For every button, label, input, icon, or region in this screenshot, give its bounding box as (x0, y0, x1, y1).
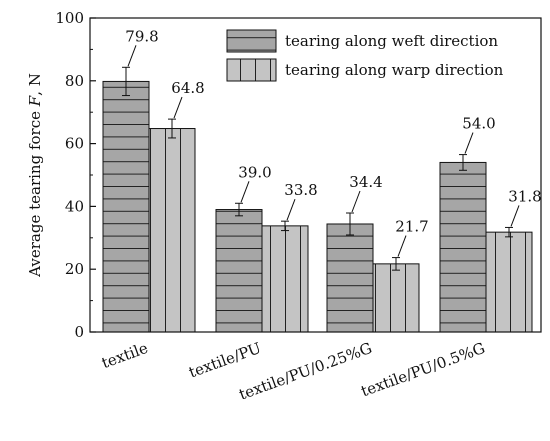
data-label-warp-2: 21.7 (395, 218, 428, 236)
x-axis-categories: textile textile/PUtextile/PU/0.25%Gtextil… (99, 339, 487, 404)
y-tick-label: 80 (65, 72, 84, 90)
data-label-warp-1: 33.8 (284, 181, 317, 199)
error-bar-warp-3 (505, 226, 513, 238)
bars-layer (102, 80, 533, 333)
label-leader-weft-3 (464, 132, 474, 154)
label-leaders-layer (127, 45, 520, 257)
error-bar-weft-1 (235, 202, 243, 217)
y-tick-label: 20 (65, 260, 84, 278)
label-leader-weft-2 (351, 190, 361, 213)
data-label-weft-2: 34.4 (349, 173, 382, 191)
error-bar-weft-0 (122, 66, 130, 97)
legend-label-weft: tearing along weft direction (285, 32, 498, 50)
y-axis-label-main: Average tearing force (26, 106, 44, 278)
y-tick-label: 60 (65, 135, 84, 153)
bar-weft-3 (439, 161, 487, 333)
bar-warp-0 (148, 128, 196, 333)
data-label-warp-3: 31.8 (508, 187, 541, 205)
y-axis-label-variable: F (26, 95, 44, 107)
error-bar-warp-0 (168, 118, 176, 139)
x-category-label-3: textile/PU/0.5%G (359, 339, 488, 401)
label-leader-warp-0 (173, 96, 183, 119)
data-labels-layer: 79.8 64.8 39.0 33.8 34.4 21.7 54.0 31.8 (125, 27, 541, 235)
legend-swatch-weft (226, 29, 277, 53)
bar-weft-1 (215, 209, 263, 333)
y-tick-label: 40 (65, 197, 84, 215)
x-category-label-1: textile/PU (186, 339, 263, 382)
y-axis-label: Average tearing force F, N (26, 73, 44, 278)
label-leader-warp-2 (397, 235, 407, 257)
error-bar-weft-2 (346, 212, 354, 236)
label-leader-warp-3 (510, 205, 520, 227)
legend-swatch-warp (226, 58, 277, 82)
data-label-weft-1: 39.0 (238, 163, 271, 181)
y-axis-ticks: 0 20 40 60 80 100 (55, 9, 96, 341)
data-label-weft-3: 54.0 (462, 115, 495, 133)
legend-label-warp: tearing along warp direction (285, 61, 504, 79)
bar-weft-0 (102, 80, 150, 333)
x-category-label-0: textile (99, 339, 150, 372)
error-bar-warp-1 (281, 220, 289, 232)
label-leader-warp-1 (286, 198, 296, 221)
error-bar-weft-3 (459, 154, 467, 171)
label-leader-weft-0 (127, 45, 137, 67)
label-leader-weft-1 (240, 181, 250, 203)
bar-warp-2 (372, 263, 420, 333)
data-label-warp-0: 64.8 (171, 79, 204, 97)
data-label-weft-0: 79.8 (125, 27, 158, 45)
error-bars-layer (122, 66, 513, 271)
bar-warp-3 (485, 231, 533, 333)
bar-warp-1 (261, 225, 309, 333)
legend: tearing along weft direction tearing alo… (226, 29, 504, 82)
error-bar-warp-2 (392, 257, 400, 271)
y-tick-label: 100 (55, 9, 84, 27)
bar-weft-2 (326, 223, 374, 333)
y-tick-label: 0 (74, 323, 84, 341)
y-axis-label-unit: , N (26, 73, 44, 96)
